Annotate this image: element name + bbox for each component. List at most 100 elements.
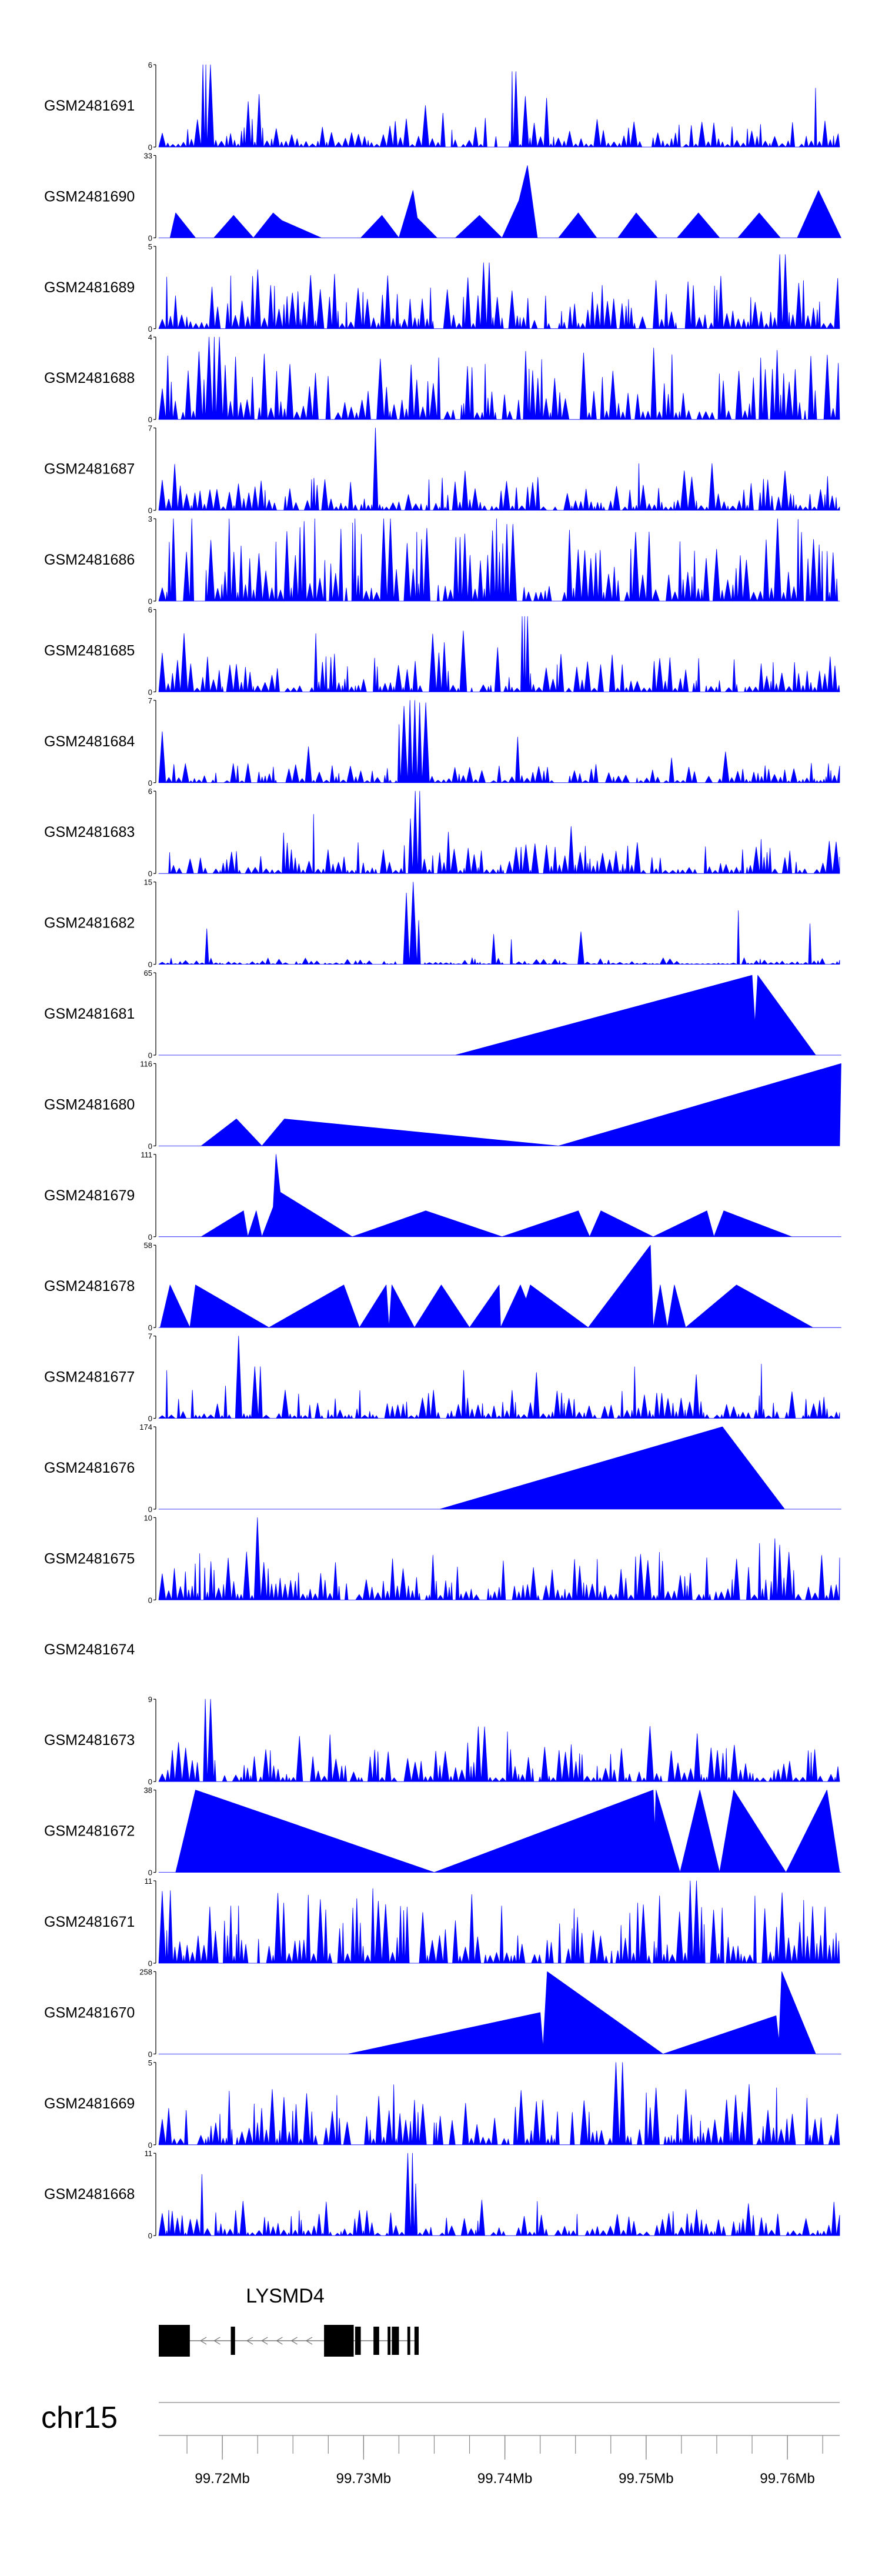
y-axis-max-label: 5 (148, 242, 152, 251)
y-axis-max-label: 111 (141, 1150, 152, 1159)
track-label: GSM2481691 (44, 98, 135, 114)
tick-label: 99.76Mb (760, 2471, 814, 2487)
track-gsm2481687: GSM2481687 7 0 (44, 424, 840, 515)
gene-label: LYSMD4 (246, 2285, 325, 2307)
coverage-area (158, 1244, 841, 1328)
track-label: GSM2481689 (44, 279, 135, 296)
y-axis-min-label: 0 (148, 1959, 152, 1968)
coverage-area (158, 1790, 841, 1873)
gene-exon (373, 2327, 379, 2355)
y-axis-min-label: 0 (148, 1142, 152, 1150)
track-gsm2481674: GSM2481674 (44, 1641, 135, 1658)
y-axis-min-label: 0 (148, 415, 152, 424)
coverage-area (158, 336, 840, 420)
coverage-area (158, 1336, 840, 1419)
coverage-area (158, 1880, 840, 1964)
track-gsm2481685: GSM2481685 6 0 (44, 605, 840, 696)
track-label: GSM2481687 (44, 461, 135, 478)
track-label: GSM2481675 (44, 1550, 135, 1567)
y-axis-min-label: 0 (148, 506, 152, 515)
coverage-area (158, 1063, 841, 1146)
y-axis-min-label: 0 (148, 597, 152, 606)
y-axis-min-label: 0 (148, 1596, 152, 1604)
y-axis-min-label: 0 (148, 325, 152, 333)
coverage-area (158, 790, 840, 874)
y-axis-min-label: 0 (148, 869, 152, 878)
y-axis-max-label: 38 (144, 1786, 152, 1795)
track-label: GSM2481680 (44, 1096, 135, 1113)
y-axis-max-label: 174 (139, 1423, 152, 1432)
y-axis-max-label: 15 (144, 878, 152, 887)
track-label: GSM2481688 (44, 370, 135, 386)
strand-arrow (199, 2337, 207, 2345)
tick-label: 99.75Mb (619, 2471, 673, 2487)
y-axis-min-label: 0 (148, 688, 152, 696)
gene-exon (387, 2327, 391, 2355)
tick-label: 99.73Mb (336, 2471, 391, 2487)
coverage-area (158, 64, 840, 148)
gene-track: LYSMD4 (159, 2285, 419, 2357)
track-label: GSM2481685 (44, 642, 135, 659)
track-label: GSM2481679 (44, 1187, 135, 1204)
gene-exon (407, 2327, 410, 2355)
track-label: GSM2481673 (44, 1732, 135, 1749)
y-axis-max-label: 7 (148, 424, 152, 433)
track-gsm2481670: GSM2481670 258 0 (44, 1967, 841, 2058)
track-label: GSM2481681 (44, 1006, 135, 1022)
track-gsm2481669: GSM2481669 5 0 (44, 2058, 840, 2150)
y-axis-min-label: 0 (148, 1323, 152, 1332)
genome-axis-major-ticks: 99.72Mb 99.73Mb 99.74Mb 99.75Mb 99.76Mb (195, 2435, 815, 2487)
track-gsm2481672: GSM2481672 38 0 (44, 1786, 841, 1877)
y-axis-min-label: 0 (148, 1414, 152, 1423)
track-label: GSM2481684 (44, 733, 135, 750)
track-gsm2481673: GSM2481673 9 0 (44, 1695, 840, 1786)
track-gsm2481690: GSM2481690 33 0 (44, 151, 841, 242)
track-label: GSM2481674 (44, 1641, 135, 1658)
track-label: GSM2481682 (44, 915, 135, 932)
track-gsm2481671: GSM2481671 11 0 (44, 1877, 840, 1968)
gene-exon (414, 2327, 419, 2355)
coverage-area (158, 1699, 840, 1782)
strand-arrow (246, 2337, 253, 2345)
track-gsm2481686: GSM2481686 3 0 (44, 515, 840, 606)
coverage-area (158, 165, 841, 238)
y-axis-max-label: 7 (148, 1332, 152, 1341)
y-axis-max-label: 33 (144, 151, 152, 160)
strand-arrow (276, 2337, 283, 2345)
track-gsm2481684: GSM2481684 7 0 (44, 696, 840, 788)
chromosome-ideogram: chr15 (41, 2401, 840, 2435)
track-gsm2481683: GSM2481683 6 0 (44, 787, 840, 878)
coverage-area (158, 975, 841, 1056)
coverage-area (158, 1517, 840, 1600)
gene-model (159, 2325, 419, 2357)
coverage-area (158, 616, 840, 692)
gene-exon (392, 2327, 399, 2355)
track-label: GSM2481686 (44, 552, 135, 568)
strand-arrow (305, 2337, 313, 2345)
coverage-area (158, 1971, 841, 2054)
track-label: GSM2481677 (44, 1369, 135, 1386)
y-axis-max-label: 10 (144, 1513, 152, 1522)
track-gsm2481675: GSM2481675 10 0 (44, 1513, 840, 1604)
y-axis-min-label: 0 (148, 1051, 152, 1060)
gene-exon (324, 2325, 354, 2357)
track-gsm2481688: GSM2481688 4 0 (44, 333, 840, 424)
track-label: GSM2481683 (44, 824, 135, 840)
coverage-area (158, 2153, 840, 2236)
y-axis-max-label: 11 (145, 2149, 153, 2158)
track-gsm2481691: GSM2481691 6 0 (44, 61, 840, 152)
y-axis-min-label: 0 (148, 1777, 152, 1786)
y-axis-min-label: 0 (148, 143, 152, 152)
y-axis-max-label: 58 (144, 1241, 152, 1250)
y-axis-max-label: 11 (145, 1877, 153, 1886)
coverage-area (158, 700, 840, 783)
track-gsm2481680: GSM2481680 116 0 (44, 1059, 841, 1150)
coverage-area (158, 254, 840, 329)
track-gsm2481689: GSM2481689 5 0 (44, 242, 840, 333)
y-axis-max-label: 3 (148, 515, 152, 523)
coverage-area (158, 1154, 841, 1237)
y-axis-min-label: 0 (148, 2050, 152, 2058)
y-axis-min-label: 0 (148, 2231, 152, 2240)
y-axis-min-label: 0 (148, 1505, 152, 1514)
y-axis-min-label: 0 (148, 1868, 152, 1877)
